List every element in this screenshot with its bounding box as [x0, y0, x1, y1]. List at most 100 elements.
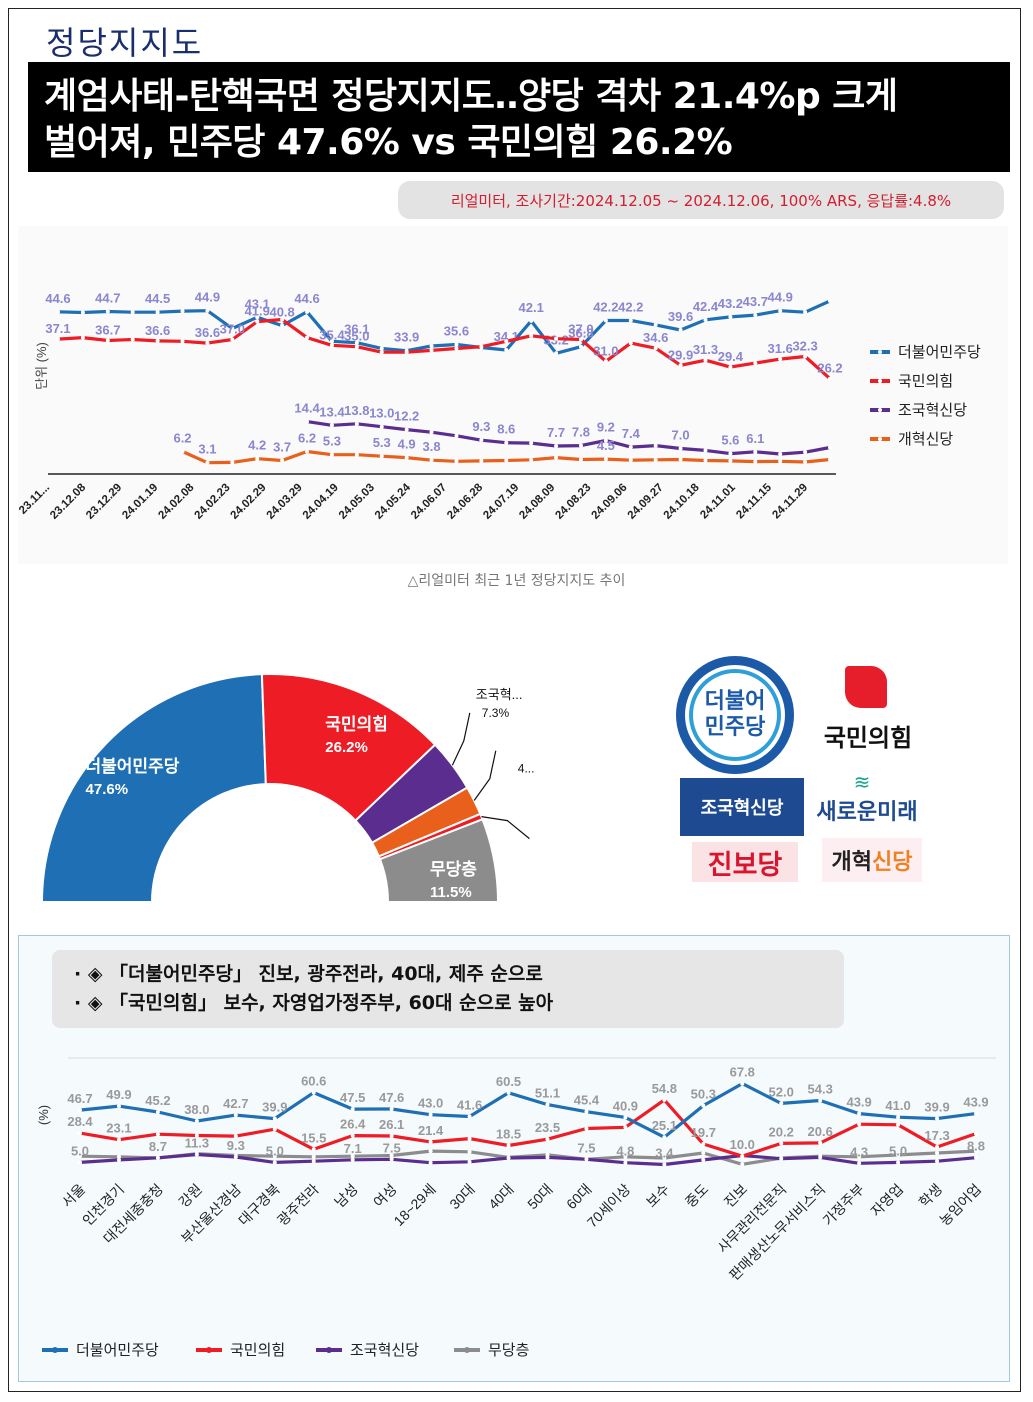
demo-point-none	[467, 1149, 472, 1154]
trend-point-ppp	[404, 350, 409, 355]
page-frame	[8, 8, 1021, 1392]
demo-point-rebuild	[194, 1152, 199, 1157]
demo-point-dem	[935, 1116, 940, 1121]
trend-point-rebuild	[479, 438, 484, 443]
trend-point-dem	[180, 309, 185, 314]
trend-point-rebuild	[628, 445, 633, 450]
demo-point-dem	[662, 1135, 667, 1140]
demo-point-rebuild	[506, 1156, 511, 1161]
trend-data-label-ppp: 26.2	[817, 361, 842, 376]
trend-point-dem	[828, 298, 832, 303]
demo-data-label-rebuild: 5.0	[266, 1143, 284, 1158]
donut-outside-label: 조국혁...	[476, 687, 523, 702]
demo-series-line-ppp	[79, 1098, 977, 1158]
trend-data-label-dem: 44.9	[768, 290, 793, 305]
survey-source: 리얼미터, 조사기간:2024.12.05 ~ 2024.12.06, 100%…	[398, 181, 1004, 219]
demo-point-dem	[116, 1104, 121, 1109]
trend-series-line-rebuild	[306, 420, 831, 456]
demo-data-label-rebuild: 3.4	[655, 1145, 674, 1160]
demo-point-ppp	[857, 1122, 862, 1127]
summary-box: · ◈ 「더불어민주당」 진보, 광주전라, 40대, 제주 순으로 · ◈ 「…	[52, 950, 844, 1028]
trend-point-rebuild	[828, 445, 832, 450]
demo-data-label-ppp: 20.6	[808, 1124, 833, 1139]
trend-point-rebuild	[554, 444, 559, 448]
trend-legend-marker	[878, 408, 882, 412]
demo-point-ppp	[935, 1145, 940, 1150]
demo-legend-marker	[52, 1347, 58, 1353]
demo-y-axis-label: (%)	[36, 1105, 51, 1125]
trend-point-ppp	[479, 344, 484, 349]
logo-democratic-party: 더불어 민주당	[676, 656, 794, 774]
trend-point-ppp	[429, 348, 434, 353]
demo-point-ppp	[78, 1131, 82, 1136]
trend-data-label-rebuild: 13.0	[369, 406, 394, 421]
trend-point-rebuild	[803, 450, 808, 455]
trend-data-label-ppp: 29.9	[668, 347, 693, 362]
demo-point-ppp	[467, 1136, 472, 1141]
demo-point-none	[662, 1156, 667, 1161]
trend-series-line-ppp	[57, 317, 832, 380]
demo-data-label-rebuild: 9.3	[227, 1138, 245, 1153]
demo-data-label-rebuild: 7.5	[383, 1140, 401, 1155]
demo-data-label-ppp: 21.4	[418, 1123, 444, 1138]
demo-point-dem	[545, 1102, 550, 1107]
trend-point-reform	[728, 458, 733, 463]
trend-legend-label: 더불어민주당	[898, 344, 981, 361]
trend-data-label-dem: 33.9	[394, 330, 419, 345]
trend-data-label-reform: 6.2	[298, 430, 316, 445]
trend-point-rebuild	[529, 441, 534, 446]
logo-dem-line2: 민주당	[704, 715, 766, 740]
demo-point-ppp	[740, 1154, 745, 1159]
trend-data-label-rebuild: 7.0	[672, 428, 690, 443]
donut-slice	[378, 818, 500, 903]
trend-point-ppp	[329, 343, 334, 348]
trend-point-rebuild	[354, 421, 359, 426]
demo-data-label-dem: 38.0	[184, 1102, 209, 1117]
trend-x-tick-label: 24.02.08	[156, 481, 197, 522]
demo-point-none	[78, 1154, 82, 1159]
demo-data-label-dem: 47.6	[379, 1090, 404, 1105]
trend-point-reform	[628, 458, 633, 463]
demo-point-rebuild	[233, 1155, 238, 1160]
trend-data-label-reform: 4.9	[398, 437, 416, 452]
demo-x-tick-label: 강원	[175, 1181, 205, 1211]
demo-point-none	[623, 1154, 628, 1159]
trend-point-rebuild	[454, 433, 459, 438]
trend-point-rebuild	[379, 424, 384, 429]
trend-data-label-ppp: 31.3	[693, 342, 718, 357]
trend-data-label-ppp: 31.0	[593, 343, 618, 358]
demo-point-none	[428, 1149, 433, 1154]
demo-point-rebuild	[818, 1155, 823, 1160]
trend-point-reform	[803, 460, 808, 464]
trend-x-tick-label: 24.06.07	[409, 482, 449, 522]
demo-point-rebuild	[311, 1159, 316, 1164]
demo-legend-label: 조국혁신당	[350, 1342, 419, 1359]
trend-data-label-reform: 4.2	[248, 438, 266, 453]
trend-point-ppp	[454, 346, 459, 351]
demo-data-label-rebuild: 11.3	[185, 1136, 210, 1151]
demo-legend-label: 국민의힘	[230, 1342, 285, 1359]
demo-legend-marker	[206, 1347, 212, 1353]
trend-point-ppp	[828, 376, 832, 381]
trend-legend-marker	[878, 437, 882, 441]
trend-point-ppp	[529, 333, 534, 338]
demo-x-tick-label: 30대	[446, 1181, 477, 1212]
demo-data-label-dem: 51.1	[535, 1086, 560, 1101]
demo-legend-marker	[326, 1347, 332, 1353]
demo-point-none	[701, 1151, 706, 1156]
demo-x-tick-label: 진보	[721, 1181, 751, 1211]
logo-new-future-party: 새로운미래	[816, 800, 918, 825]
demo-point-none	[311, 1154, 316, 1159]
demo-point-ppp	[116, 1137, 121, 1142]
trend-data-label-dem: 43.1	[245, 296, 270, 311]
demo-point-rebuild	[935, 1159, 940, 1164]
demo-data-label-dem: 40.9	[613, 1098, 638, 1113]
trend-x-tick-label: 24.05.24	[373, 481, 414, 522]
trend-x-tick-label: 24.02.23	[192, 482, 232, 522]
demo-data-label-rebuild: 5.0	[889, 1143, 907, 1158]
donut-slice-label: 국민의힘	[325, 714, 388, 734]
demo-x-tick-label: 학생	[916, 1181, 946, 1211]
demo-point-ppp	[272, 1127, 277, 1132]
demo-point-rebuild	[662, 1162, 667, 1167]
trend-point-rebuild	[778, 452, 783, 456]
